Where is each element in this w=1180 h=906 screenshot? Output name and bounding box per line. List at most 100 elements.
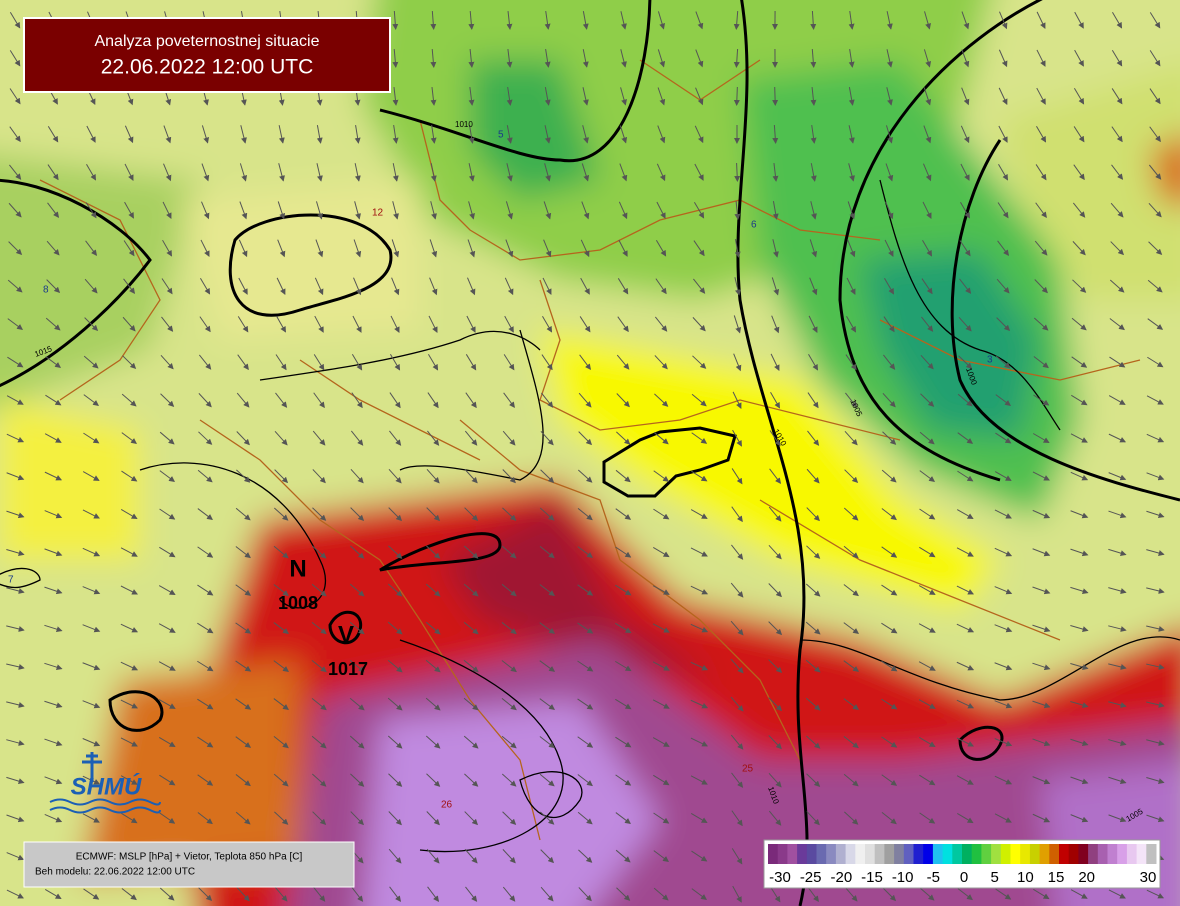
wind-arrow [392,201,399,220]
wind-arrow [846,315,857,333]
wind-arrow [201,125,210,144]
wind-arrow [918,737,936,748]
low-pressure-letter: N [289,555,306,582]
wind-arrow [468,87,475,106]
wind-arrow [581,201,590,220]
wind-arrow [197,622,214,634]
wind-arrow [994,662,1013,671]
wind-arrow [539,622,556,634]
wind-arrow [502,469,516,484]
wind-arrow [44,662,63,671]
wind-arrow [467,277,476,296]
wind-arrow [430,48,437,68]
legend-swatch [1097,844,1108,864]
wind-arrow [197,508,213,521]
wind-arrow [1032,776,1051,785]
wind-arrow [886,49,893,68]
wind-arrow [163,125,172,144]
wind-arrow [654,355,668,370]
wind-arrow [506,163,513,182]
wind-arrow [544,87,551,106]
wind-arrow [239,201,248,220]
wind-arrow [85,202,97,219]
wind-arrow [274,430,288,446]
wind-arrow [44,700,63,709]
wind-arrow [734,200,741,220]
wind-arrow [389,392,401,409]
wind-arrow [466,315,476,333]
wind-arrow [881,622,898,634]
wind-arrow [1070,510,1089,519]
wind-arrow [468,125,475,144]
wind-arrow [503,392,515,409]
wind-arrow [843,773,859,787]
wind-arrow [430,201,437,220]
wind-arrow [350,811,364,826]
wind-arrow [731,468,743,485]
wind-arrow [958,316,972,332]
wind-arrow [652,737,670,747]
wind-arrow [654,393,669,407]
legend-tick-label: -25 [800,869,822,886]
wind-arrow [1108,814,1127,823]
wind-arrow [1070,738,1089,747]
wind-arrow [961,11,970,30]
temperature-label: 6 [751,220,757,231]
legend-swatch [903,844,914,864]
wind-arrow [615,469,631,483]
wind-arrow [1147,279,1163,293]
wind-arrow [923,163,932,182]
wind-arrow [238,277,248,295]
wind-arrow [844,469,859,484]
wind-arrow [843,545,859,559]
wind-arrow [615,736,632,748]
wind-arrow [82,700,101,709]
wind-arrow [198,393,212,408]
wind-arrow [1149,50,1161,67]
wind-arrow [881,774,898,786]
wind-arrow [690,699,709,709]
wind-arrow [730,696,744,712]
wind-arrow [425,621,441,635]
wind-arrow [388,545,403,559]
wind-arrow [577,469,593,483]
wind-arrow [883,316,895,333]
wind-arrow [311,773,327,787]
wind-arrow [465,354,477,371]
wind-arrow [159,431,175,445]
wind-arrow [44,813,63,823]
wind-arrow [123,278,136,294]
wind-arrow [6,472,25,481]
legend-swatch [787,844,798,864]
wind-arrow [882,393,896,408]
wind-arrow [273,736,289,749]
wind-arrow [388,507,403,522]
wind-arrow [577,811,593,825]
wind-arrow [6,433,25,443]
wind-arrow [200,239,210,257]
wind-arrow [1032,700,1051,709]
wind-arrow [6,663,25,670]
wind-arrow [465,392,477,409]
wind-arrow [275,392,288,408]
wind-arrow [810,86,817,106]
wind-arrow [354,201,361,220]
wind-arrow [656,201,666,219]
wind-arrow [615,660,632,672]
wind-arrow [425,659,441,673]
wind-arrow [427,430,440,446]
wind-arrow [808,315,818,333]
wind-arrow [847,201,856,220]
wind-arrow [44,586,63,595]
wind-arrow [162,201,172,219]
wind-arrow [276,315,286,333]
wind-arrow [312,430,326,446]
wind-arrow [881,584,898,596]
wind-arrow [237,316,249,333]
wind-arrow [350,468,364,484]
legend-swatch [1088,844,1099,864]
wind-arrow [120,699,139,709]
wind-arrow [82,509,100,519]
wind-arrow [1035,164,1047,181]
wind-arrow [577,698,594,710]
